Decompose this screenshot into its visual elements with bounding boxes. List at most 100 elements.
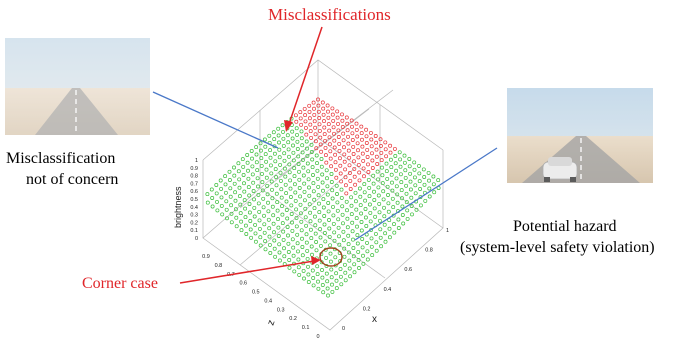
correct-point bbox=[404, 183, 409, 188]
correct-point bbox=[315, 168, 320, 173]
correct-point bbox=[329, 267, 334, 272]
correct-point bbox=[321, 197, 326, 202]
correct-point bbox=[296, 249, 300, 254]
correct-point bbox=[385, 176, 390, 181]
correct-point bbox=[224, 199, 229, 204]
correct-point bbox=[405, 208, 410, 213]
corner-case-arrow bbox=[179, 256, 321, 284]
correct-point bbox=[258, 243, 263, 248]
misclassified-point bbox=[361, 166, 366, 171]
misclassified-point bbox=[378, 144, 383, 148]
correct-point bbox=[402, 153, 407, 158]
correct-point bbox=[387, 226, 392, 231]
correct-point bbox=[306, 169, 311, 174]
correct-point bbox=[265, 192, 270, 197]
correct-point bbox=[299, 129, 304, 134]
misclassified-point bbox=[378, 137, 383, 142]
correct-point bbox=[254, 145, 259, 150]
correct-point bbox=[366, 177, 371, 182]
correct-point bbox=[389, 165, 394, 170]
correct-point bbox=[362, 190, 367, 195]
correct-point bbox=[303, 206, 308, 211]
correct-point bbox=[244, 232, 249, 236]
correct-point bbox=[304, 232, 309, 237]
correct-point bbox=[309, 236, 314, 241]
correct-point bbox=[296, 257, 301, 262]
correct-point bbox=[374, 248, 379, 253]
right-road-image bbox=[507, 88, 653, 183]
misclassified-point bbox=[302, 106, 307, 111]
misclassified-point bbox=[347, 171, 352, 175]
correct-point bbox=[436, 178, 441, 183]
correct-point bbox=[302, 181, 307, 186]
car-icon bbox=[542, 157, 578, 182]
correct-point bbox=[304, 223, 309, 228]
misclassified-point bbox=[326, 109, 330, 114]
correct-point bbox=[275, 200, 280, 205]
correct-point bbox=[379, 244, 384, 249]
correct-point bbox=[258, 141, 263, 146]
correct-point bbox=[319, 164, 324, 169]
correct-point bbox=[396, 217, 401, 222]
misclassified-point bbox=[321, 112, 326, 117]
misclassified-point bbox=[308, 129, 313, 134]
correct-point bbox=[292, 166, 297, 171]
correct-point bbox=[305, 153, 310, 158]
correct-point bbox=[246, 185, 251, 190]
correct-point bbox=[390, 196, 395, 201]
correct-point bbox=[395, 192, 400, 197]
correct-point bbox=[229, 220, 234, 225]
correct-point bbox=[410, 212, 414, 217]
correct-point bbox=[239, 219, 244, 224]
correct-point bbox=[246, 176, 251, 181]
misclassified-point bbox=[350, 131, 355, 136]
correct-point bbox=[354, 207, 359, 212]
misclassified-point bbox=[350, 124, 354, 129]
correct-point bbox=[398, 157, 403, 162]
correct-point bbox=[324, 271, 329, 276]
correct-point bbox=[409, 195, 414, 200]
correct-point bbox=[432, 190, 437, 195]
misclassified-point bbox=[354, 121, 359, 126]
correct-point bbox=[273, 159, 278, 164]
correct-point bbox=[371, 173, 376, 178]
misclassified-point bbox=[370, 166, 375, 170]
correct-point bbox=[386, 201, 391, 206]
correct-point bbox=[381, 189, 386, 194]
misclassified-point bbox=[356, 162, 361, 167]
z-tick-label: 0.4 bbox=[264, 298, 272, 304]
correct-point bbox=[277, 258, 282, 263]
correct-point bbox=[275, 208, 280, 213]
misclassified-point bbox=[322, 119, 326, 124]
correct-point bbox=[396, 226, 401, 230]
correct-point bbox=[237, 177, 242, 182]
correct-point bbox=[288, 186, 293, 191]
correct-point bbox=[273, 254, 278, 259]
misclassified-point bbox=[328, 156, 333, 161]
correct-point bbox=[263, 144, 268, 149]
correct-point bbox=[378, 235, 383, 240]
misclassified-point bbox=[379, 158, 384, 163]
correct-point bbox=[294, 215, 299, 220]
correct-point bbox=[310, 252, 314, 257]
misclassified-point bbox=[317, 116, 322, 120]
correct-point bbox=[376, 185, 381, 190]
misclassified-point bbox=[357, 170, 362, 175]
correct-point bbox=[234, 215, 239, 220]
misclassified-point bbox=[323, 138, 328, 143]
correct-point bbox=[357, 266, 361, 270]
brightness-tick-label: 0.6 bbox=[190, 189, 198, 195]
x-tick-label: 0.6 bbox=[404, 267, 412, 273]
correct-point bbox=[223, 174, 228, 179]
z-axis-label: z bbox=[265, 319, 277, 327]
z-axis-ticks: 00.10.20.30.40.50.60.70.80.9 bbox=[202, 254, 319, 340]
correct-point bbox=[300, 236, 304, 241]
correct-point bbox=[285, 216, 290, 221]
misclassified-point bbox=[293, 113, 298, 118]
correct-point bbox=[263, 152, 268, 157]
correct-point bbox=[328, 251, 333, 256]
correct-point bbox=[418, 203, 423, 208]
correct-point bbox=[249, 235, 254, 240]
correct-point bbox=[214, 183, 219, 187]
correct-point bbox=[397, 150, 402, 155]
